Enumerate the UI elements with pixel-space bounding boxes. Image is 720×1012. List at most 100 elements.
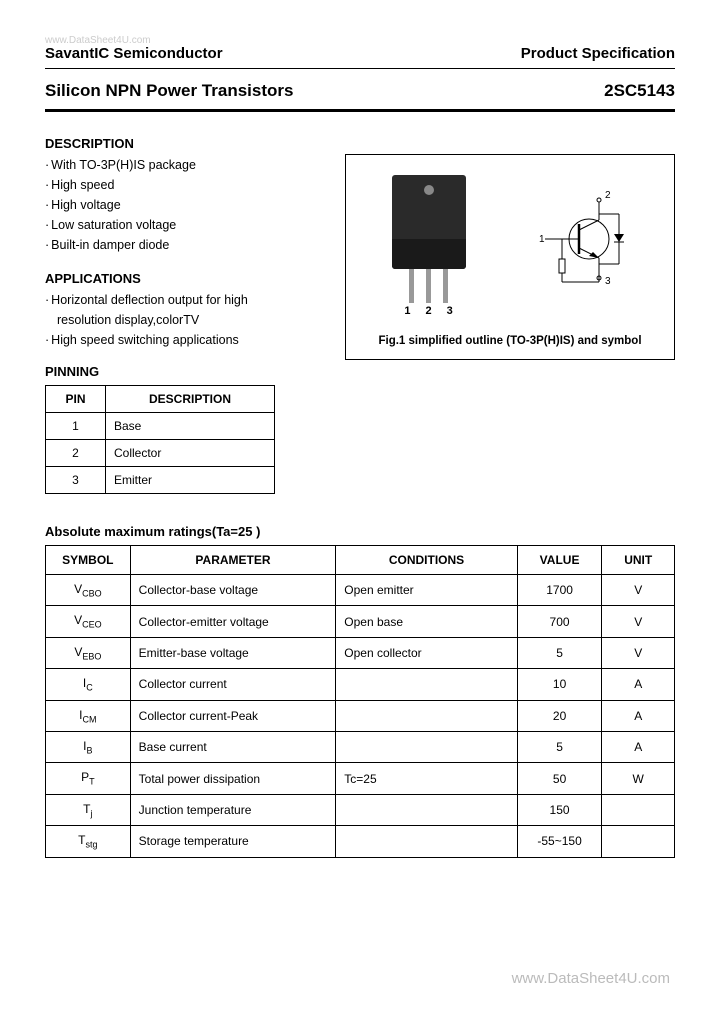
- right-column: 1 2 3 1 2: [345, 130, 675, 494]
- transistor-symbol: 1 2 3: [537, 184, 637, 307]
- company-name: SavantIC Semiconductor: [45, 45, 223, 62]
- col-pin: PIN: [46, 386, 106, 413]
- table-row: VCEOCollector-emitter voltageOpen base70…: [46, 606, 675, 637]
- table-row: VCBOCollector-base voltageOpen emitter17…: [46, 575, 675, 606]
- pinning-heading: PINNING: [45, 364, 325, 379]
- symbol-pin-1: 1: [539, 234, 545, 245]
- package-pin: [426, 269, 431, 303]
- cell-param: Collector-emitter voltage: [130, 606, 336, 637]
- package-hole-icon: [424, 185, 434, 195]
- table-row: PTTotal power dissipationTc=25 50W: [46, 763, 675, 794]
- table-row: TstgStorage temperature-55~150: [46, 826, 675, 857]
- cell-param: Emitter-base voltage: [130, 637, 336, 668]
- cell-unit: A: [602, 669, 675, 700]
- pin-label: 1: [404, 305, 410, 317]
- cell-value: 150: [517, 794, 602, 825]
- package-pin: [409, 269, 414, 303]
- package-pins: [384, 269, 474, 303]
- table-row: ICCollector current10A: [46, 669, 675, 700]
- table-row: 1 Base: [46, 413, 275, 440]
- cell-value: 20: [517, 700, 602, 731]
- description-list: With TO-3P(H)IS package High speed High …: [45, 155, 325, 255]
- cell: Base: [106, 413, 275, 440]
- description-heading: DESCRIPTION: [45, 136, 325, 151]
- col-symbol: SYMBOL: [46, 546, 131, 575]
- cell-unit: V: [602, 637, 675, 668]
- cell-cond: Open emitter: [336, 575, 517, 606]
- cell-param: Total power dissipation: [130, 763, 336, 794]
- pin-label: 2: [425, 305, 431, 317]
- list-item: Built-in damper diode: [45, 235, 325, 255]
- table-row: 2 Collector: [46, 440, 275, 467]
- applications-heading: APPLICATIONS: [45, 271, 325, 286]
- cell-symbol: VCBO: [46, 575, 131, 606]
- list-item: High speed: [45, 175, 325, 195]
- watermark-top: www.DataSheet4U.com: [45, 35, 151, 46]
- package-shade: [392, 239, 466, 269]
- list-item-continuation: resolution display,colorTV: [45, 310, 325, 330]
- doc-type: Product Specification: [521, 45, 675, 62]
- cell-cond: [336, 794, 517, 825]
- left-column: DESCRIPTION With TO-3P(H)IS package High…: [45, 130, 325, 494]
- cell-cond: Open base: [336, 606, 517, 637]
- applications-list: Horizontal deflection output for high: [45, 290, 325, 310]
- cell-unit: V: [602, 575, 675, 606]
- cell-param: Collector current: [130, 669, 336, 700]
- col-conditions: CONDITIONS: [336, 546, 517, 575]
- cell-value: -55~150: [517, 826, 602, 857]
- cell-cond: [336, 826, 517, 857]
- ratings-table: SYMBOL PARAMETER CONDITIONS VALUE UNIT V…: [45, 545, 675, 858]
- cell-cond: [336, 731, 517, 762]
- cell-value: 700: [517, 606, 602, 637]
- title-row: Silicon NPN Power Transistors 2SC5143: [45, 81, 675, 101]
- cell-cond: [336, 669, 517, 700]
- watermark-bottom: www.DataSheet4U.com: [512, 970, 670, 987]
- list-item: Horizontal deflection output for high: [45, 290, 325, 310]
- table-row: 3 Emitter: [46, 467, 275, 494]
- cell-unit: [602, 826, 675, 857]
- ratings-heading: Absolute maximum ratings(Ta=25 ): [45, 524, 675, 539]
- cell-symbol: Tj: [46, 794, 131, 825]
- pin-label: 3: [447, 305, 453, 317]
- cell-symbol: IB: [46, 731, 131, 762]
- cell: Collector: [106, 440, 275, 467]
- symbol-pin-2: 2: [605, 190, 611, 201]
- table-header-row: SYMBOL PARAMETER CONDITIONS VALUE UNIT: [46, 546, 675, 575]
- table-row: TjJunction temperature 150: [46, 794, 675, 825]
- cell-unit: [602, 794, 675, 825]
- figure-box: 1 2 3 1 2: [345, 154, 675, 360]
- cell-cond: [336, 700, 517, 731]
- cell-symbol: VEBO: [46, 637, 131, 668]
- cell-symbol: IC: [46, 669, 131, 700]
- list-item: With TO-3P(H)IS package: [45, 155, 325, 175]
- transistor-symbol-icon: 1 2 3: [537, 184, 637, 304]
- applications-list-2: High speed switching applications: [45, 330, 325, 350]
- table-row: ICMCollector current-Peak20A: [46, 700, 675, 731]
- col-value: VALUE: [517, 546, 602, 575]
- cell: 1: [46, 413, 106, 440]
- cell-unit: A: [602, 731, 675, 762]
- cell-value: 5: [517, 637, 602, 668]
- package-outline: 1 2 3: [384, 175, 474, 315]
- pinning-table: PIN DESCRIPTION 1 Base 2 Collector 3 Emi…: [45, 385, 275, 494]
- list-item: High speed switching applications: [45, 330, 325, 350]
- cell-symbol: Tstg: [46, 826, 131, 857]
- cell-unit: A: [602, 700, 675, 731]
- table-header-row: PIN DESCRIPTION: [46, 386, 275, 413]
- col-parameter: PARAMETER: [130, 546, 336, 575]
- col-unit: UNIT: [602, 546, 675, 575]
- list-item: High voltage: [45, 195, 325, 215]
- cell-value: 5: [517, 731, 602, 762]
- cell-symbol: PT: [46, 763, 131, 794]
- cell-unit: V: [602, 606, 675, 637]
- package-body: [392, 175, 466, 269]
- package-pin-labels: 1 2 3: [384, 305, 474, 317]
- cell-param: Junction temperature: [130, 794, 336, 825]
- header-row: SavantIC Semiconductor Product Specifica…: [45, 45, 675, 62]
- cell-symbol: ICM: [46, 700, 131, 731]
- part-number: 2SC5143: [604, 81, 675, 101]
- table-row: IBBase current5A: [46, 731, 675, 762]
- product-line: Silicon NPN Power Transistors: [45, 81, 293, 101]
- figure-inner: 1 2 3 1 2: [362, 175, 658, 315]
- symbol-pin-3: 3: [605, 276, 611, 287]
